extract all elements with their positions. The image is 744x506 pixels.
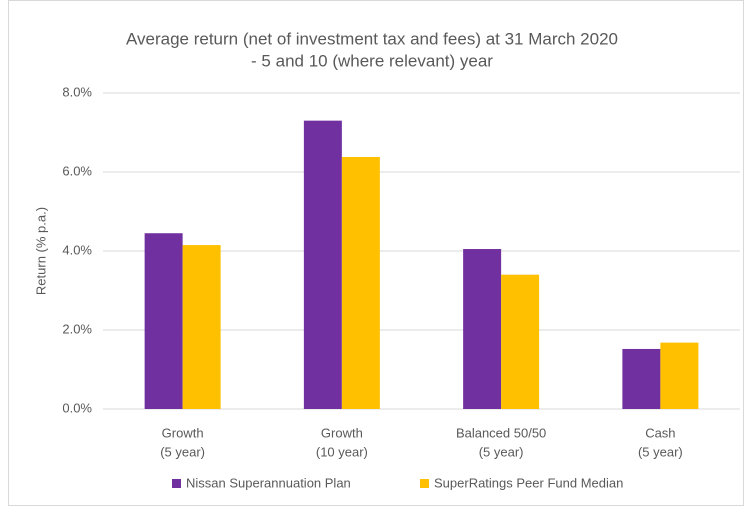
y-tick-label: 6.0% — [62, 163, 92, 178]
legend-swatch — [172, 479, 181, 488]
y-tick-label: 8.0% — [62, 84, 92, 99]
legend-label: Nissan Superannuation Plan — [186, 475, 351, 490]
chart-subtitle: - 5 and 10 (where relevant) year — [251, 51, 493, 70]
x-tick-label: (5 year) — [479, 444, 524, 459]
legend-swatch — [420, 479, 429, 488]
x-tick-label: Growth — [321, 425, 363, 440]
y-tick-label: 2.0% — [62, 321, 92, 336]
legend-label: SuperRatings Peer Fund Median — [434, 475, 623, 490]
x-tick-label: (10 year) — [316, 444, 368, 459]
x-tick-label: (5 year) — [160, 444, 205, 459]
bar — [501, 274, 540, 409]
bar — [182, 245, 221, 409]
bar — [341, 156, 380, 409]
x-tick-label: Balanced 50/50 — [456, 425, 546, 440]
chart-title: Average return (net of investment tax an… — [126, 29, 618, 48]
bar — [463, 249, 502, 409]
bar — [144, 233, 183, 409]
x-tick-label: Cash — [645, 425, 675, 440]
bar — [303, 120, 342, 410]
y-axis-label: Return (% p.a.) — [33, 207, 48, 295]
bar — [622, 348, 661, 409]
x-tick-label: Growth — [162, 425, 204, 440]
bar — [660, 342, 699, 409]
y-tick-label: 4.0% — [62, 242, 92, 257]
x-tick-label: (5 year) — [638, 444, 683, 459]
y-tick-label: 0.0% — [62, 400, 92, 415]
